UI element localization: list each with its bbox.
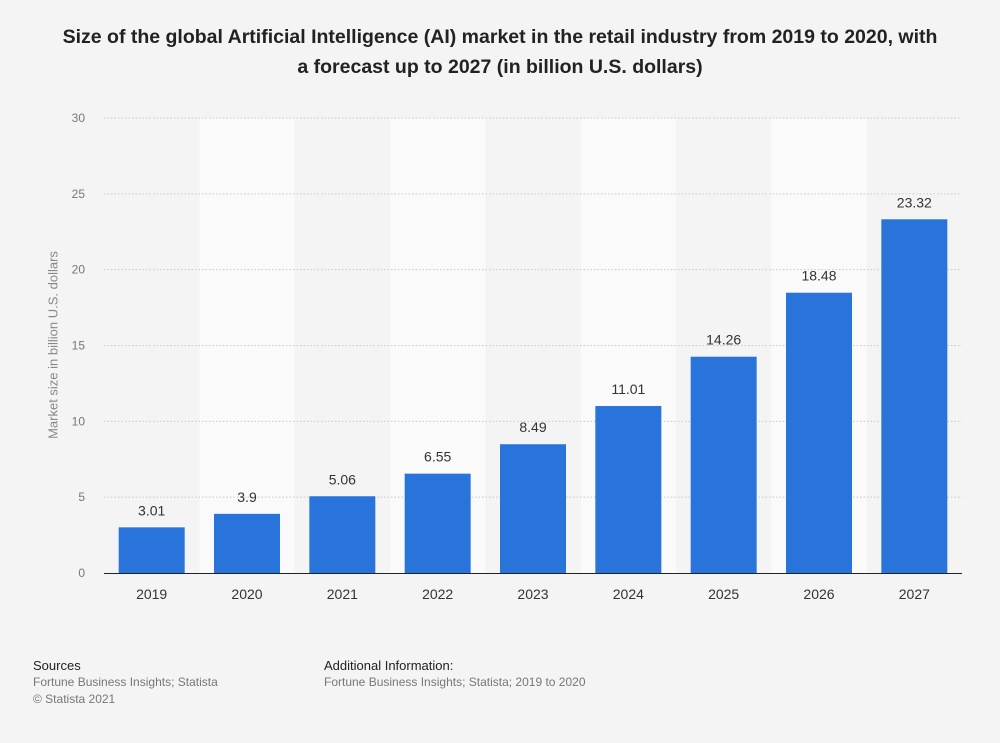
bar — [404, 473, 471, 573]
bar — [786, 292, 852, 573]
x-tick-label: 2019 — [136, 586, 167, 602]
bar-value-label: 8.49 — [519, 419, 546, 435]
bar-value-label: 11.01 — [611, 381, 645, 397]
x-tick-label: 2026 — [803, 586, 834, 602]
y-tick-label: 25 — [72, 187, 86, 201]
bar-value-label: 3.01 — [138, 502, 165, 518]
bar-value-label: 3.9 — [237, 489, 257, 505]
sources-text[interactable]: Fortune Business Insights; Statista — [33, 675, 218, 689]
x-tick-label: 2020 — [231, 586, 262, 602]
x-tick-label: 2025 — [708, 586, 739, 602]
chart-title: Size of the global Artificial Intelligen… — [62, 26, 938, 78]
bar — [118, 527, 185, 573]
bar — [214, 513, 280, 573]
bar — [309, 496, 376, 573]
y-tick-label: 5 — [78, 490, 85, 504]
additional-info-text: Fortune Business Insights; Statista; 201… — [324, 675, 586, 689]
sources-block: Sources Fortune Business Insights; Stati… — [33, 657, 218, 708]
y-tick-label: 20 — [72, 263, 86, 277]
column-band — [199, 118, 295, 573]
bar-value-label: 5.06 — [329, 471, 356, 487]
y-axis-label: Market size in billion U.S. dollars — [45, 251, 61, 439]
bar — [595, 406, 662, 573]
bar-value-label: 23.32 — [897, 194, 932, 210]
bar — [500, 444, 566, 573]
x-tick-label: 2022 — [422, 586, 453, 602]
x-tick-label: 2027 — [899, 586, 930, 602]
x-tick-label: 2021 — [327, 586, 358, 602]
copyright: © Statista 2021 — [33, 692, 116, 706]
bar-value-label: 18.48 — [801, 268, 836, 284]
additional-info-heading: Additional Information: — [324, 658, 454, 673]
x-tick-label: 2023 — [517, 586, 548, 602]
y-tick-label: 15 — [72, 339, 86, 353]
y-tick-label: 30 — [72, 111, 86, 125]
bar — [690, 356, 757, 573]
y-tick-label: 10 — [72, 414, 86, 428]
bar — [881, 219, 948, 573]
bar-value-label: 6.55 — [424, 449, 451, 465]
bar-chart: 0510152025303.0120193.920205.0620216.552… — [72, 111, 962, 602]
x-tick-label: 2024 — [613, 586, 644, 602]
sources-heading: Sources — [33, 658, 81, 673]
y-tick-label: 0 — [78, 566, 85, 580]
bar-value-label: 14.26 — [706, 332, 741, 348]
additional-info-block: Additional Information: Fortune Business… — [324, 657, 586, 691]
